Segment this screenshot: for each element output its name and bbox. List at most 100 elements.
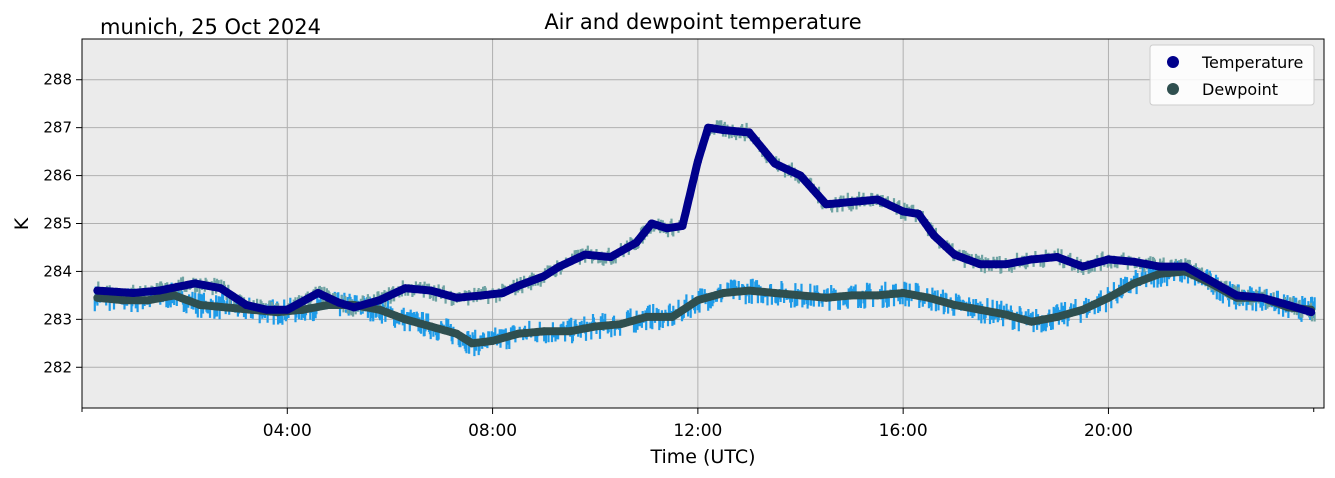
temperature-point	[334, 298, 343, 307]
dewpoint-point	[642, 312, 651, 321]
legend-dewpoint-label: Dewpoint	[1202, 80, 1278, 99]
grid	[82, 39, 1324, 408]
dewpoint-point	[847, 291, 856, 300]
dewpoint-point	[565, 327, 574, 336]
dewpoint-point	[375, 305, 384, 314]
temperature-point	[427, 286, 435, 295]
axis-ticks: 04:00 08:00 12:00 16:00 20:00 282 283 284 285 286…	[43, 71, 1315, 441]
dewpoint-point	[1053, 312, 1062, 321]
dewpoint-point	[1001, 310, 1010, 319]
y-tick-label: 285	[43, 215, 72, 233]
dewpoint-point	[196, 301, 204, 309]
temperature-point	[1155, 262, 1164, 271]
dewpoint-point	[144, 296, 153, 305]
temperature-point	[190, 279, 199, 288]
temperature-point	[375, 296, 384, 305]
dewpoint-point	[899, 289, 908, 297]
temperature-point	[216, 284, 225, 293]
temperature-point	[1130, 257, 1139, 266]
temperature-point	[1053, 253, 1062, 261]
temperature-point	[606, 253, 615, 261]
temperature-point	[555, 262, 564, 271]
temperature-point	[452, 293, 461, 302]
y-tick-label: 287	[43, 119, 72, 137]
temperature-point	[719, 126, 728, 135]
dewpoint-point	[539, 327, 548, 336]
x-axis-label: Time (UTC)	[649, 446, 755, 468]
temperature-point	[1307, 308, 1316, 317]
dewpoint-point	[170, 291, 179, 300]
dewpoint-point	[298, 305, 307, 314]
temperature-point	[770, 159, 779, 168]
temperature-point	[1284, 301, 1293, 309]
dewpoint-point	[668, 312, 677, 321]
dewpoint-point	[1027, 317, 1036, 326]
temperature-point	[1207, 277, 1216, 285]
dewpoint-point	[1104, 293, 1113, 302]
dewpoint-point	[468, 339, 476, 348]
temperature-point	[129, 289, 138, 297]
temperature-point	[678, 221, 687, 230]
dewpoint-point	[693, 296, 702, 305]
chart-title: Air and dewpoint temperature	[544, 10, 861, 34]
temperature-point	[899, 207, 908, 216]
y-axis-label: K	[11, 217, 33, 230]
x-tick-label: 16:00	[879, 421, 928, 441]
temperature-point	[1027, 255, 1036, 264]
dewpoint-point	[401, 315, 410, 324]
temperature-point	[314, 289, 323, 297]
legend-temperature-label: Temperature	[1201, 53, 1303, 72]
dewpoint-point	[796, 291, 805, 300]
dewpoint-point	[452, 329, 461, 338]
y-tick-label: 286	[43, 167, 72, 185]
y-tick-label: 282	[43, 358, 72, 376]
dewpoint-point	[822, 293, 831, 302]
temperature-point	[693, 157, 702, 166]
dewpoint-point	[745, 286, 754, 295]
temperature-point	[976, 260, 985, 269]
legend-dewpoint-marker	[1167, 83, 1179, 95]
temperature-point	[1258, 293, 1267, 302]
location-date-label: munich, 25 Oct 2024	[100, 15, 321, 39]
dewpoint-point	[1155, 269, 1164, 278]
temperature-point	[745, 128, 754, 137]
legend: Temperature Dewpoint	[1149, 44, 1315, 106]
x-tick-label: 20:00	[1084, 421, 1133, 441]
legend-box	[1149, 44, 1315, 106]
temperature-point	[539, 272, 548, 281]
y-tick-label: 283	[43, 310, 72, 328]
temperature-point	[632, 238, 641, 247]
temperature-point	[647, 219, 656, 228]
x-tick-label: 08:00	[468, 421, 517, 441]
temperature-point	[822, 200, 831, 209]
temperature-point	[930, 231, 938, 240]
temperature-point	[914, 209, 923, 218]
x-tick-label: 12:00	[673, 421, 722, 441]
temperature-point	[873, 195, 882, 204]
temperature-point	[1078, 262, 1087, 271]
dewpoint-point	[488, 336, 497, 345]
y-tick-label: 284	[43, 262, 72, 280]
temperature-point	[155, 286, 163, 295]
temperature-point	[950, 250, 959, 259]
temperature-point	[93, 286, 102, 295]
dewpoint-point	[93, 293, 102, 302]
temperature-point	[262, 305, 271, 314]
temperature-point	[478, 291, 487, 300]
temperature-point	[401, 284, 410, 293]
temperature-point	[242, 301, 251, 309]
dewpoint-point	[427, 322, 435, 331]
temperature-point	[1001, 260, 1010, 269]
temperature-point	[1181, 262, 1190, 271]
x-tick-label: 04:00	[263, 421, 312, 441]
temperature-point	[1104, 255, 1113, 264]
dewpoint-point	[616, 320, 625, 329]
temperature-point	[847, 197, 856, 206]
temperature-point	[283, 305, 292, 314]
dewpoint-point	[873, 291, 882, 300]
temperature-point	[350, 303, 358, 312]
y-tick-label: 288	[43, 71, 72, 89]
temperature-point	[704, 123, 713, 132]
dewpoint-point	[119, 296, 128, 305]
